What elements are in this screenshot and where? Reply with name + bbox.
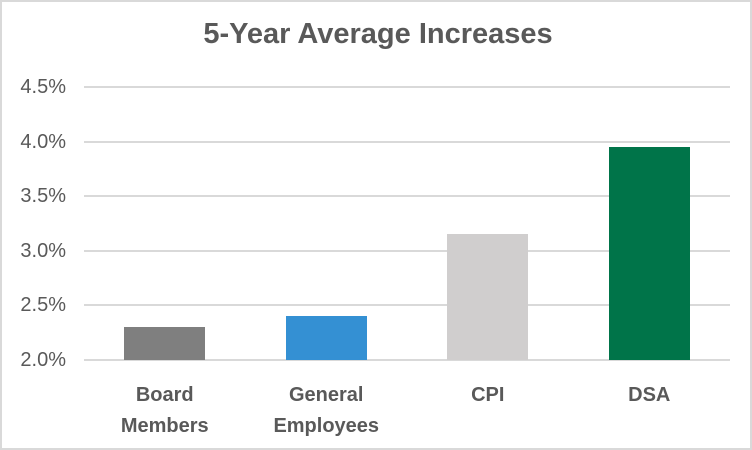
gridline <box>84 359 730 361</box>
x-tick-label: Board Members <box>120 384 209 437</box>
chart-title: 5-Year Average Increases <box>203 18 553 50</box>
gridline <box>84 249 730 252</box>
x-tick-label: CPI <box>471 384 505 406</box>
y-tick-label: 4.5% <box>20 76 66 98</box>
y-tick-label: 2.0% <box>20 349 66 371</box>
gridline <box>84 86 730 88</box>
bar-general-employees <box>285 316 367 360</box>
x-tick-label: General Employees <box>273 384 380 437</box>
bar-dsa <box>608 147 690 360</box>
gridline <box>84 304 730 307</box>
y-tick-label: 3.0% <box>20 239 66 262</box>
bar-cpi <box>447 234 529 360</box>
y-tick-label: 3.5% <box>20 185 66 208</box>
gridline <box>84 140 730 143</box>
gridline <box>84 195 730 198</box>
y-tick-label: 4.0% <box>20 130 66 153</box>
y-tick-label: 2.5% <box>20 294 66 317</box>
x-tick-label: DSA <box>628 384 671 406</box>
bar-board-members <box>124 327 206 360</box>
